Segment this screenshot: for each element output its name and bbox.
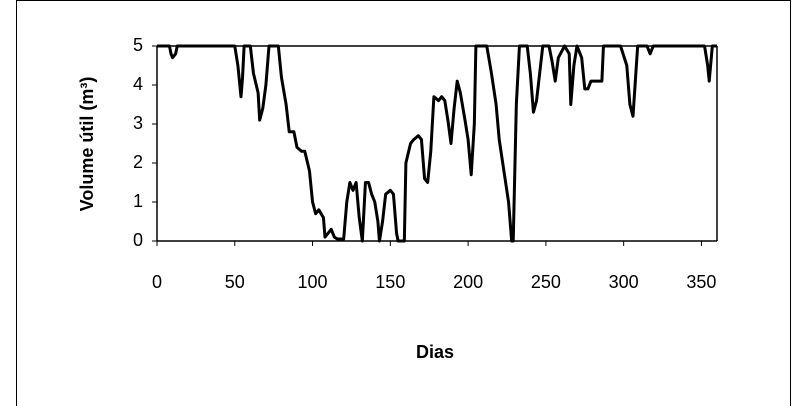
data-line [157, 44, 717, 243]
y-tick-label: 1 [133, 191, 143, 211]
chart-frame [16, 0, 791, 406]
y-axis-label: Volume útil (m³) [77, 77, 97, 212]
x-tick-label: 200 [453, 272, 483, 292]
x-tick-label: 300 [609, 272, 639, 292]
x-tick-label: 50 [225, 272, 245, 292]
x-tick-label: 0 [152, 272, 162, 292]
x-tick-label: 150 [375, 272, 405, 292]
x-tick-label: 350 [686, 272, 716, 292]
y-tick-label: 4 [133, 74, 143, 94]
y-tick-label: 3 [133, 113, 143, 133]
x-tick-label: 250 [531, 272, 561, 292]
y-tick-label: 2 [133, 152, 143, 172]
y-tick-label: 0 [133, 230, 143, 250]
x-axis-label: Dias [416, 342, 454, 362]
x-tick-label: 100 [298, 272, 328, 292]
y-tick-label: 5 [133, 35, 143, 55]
